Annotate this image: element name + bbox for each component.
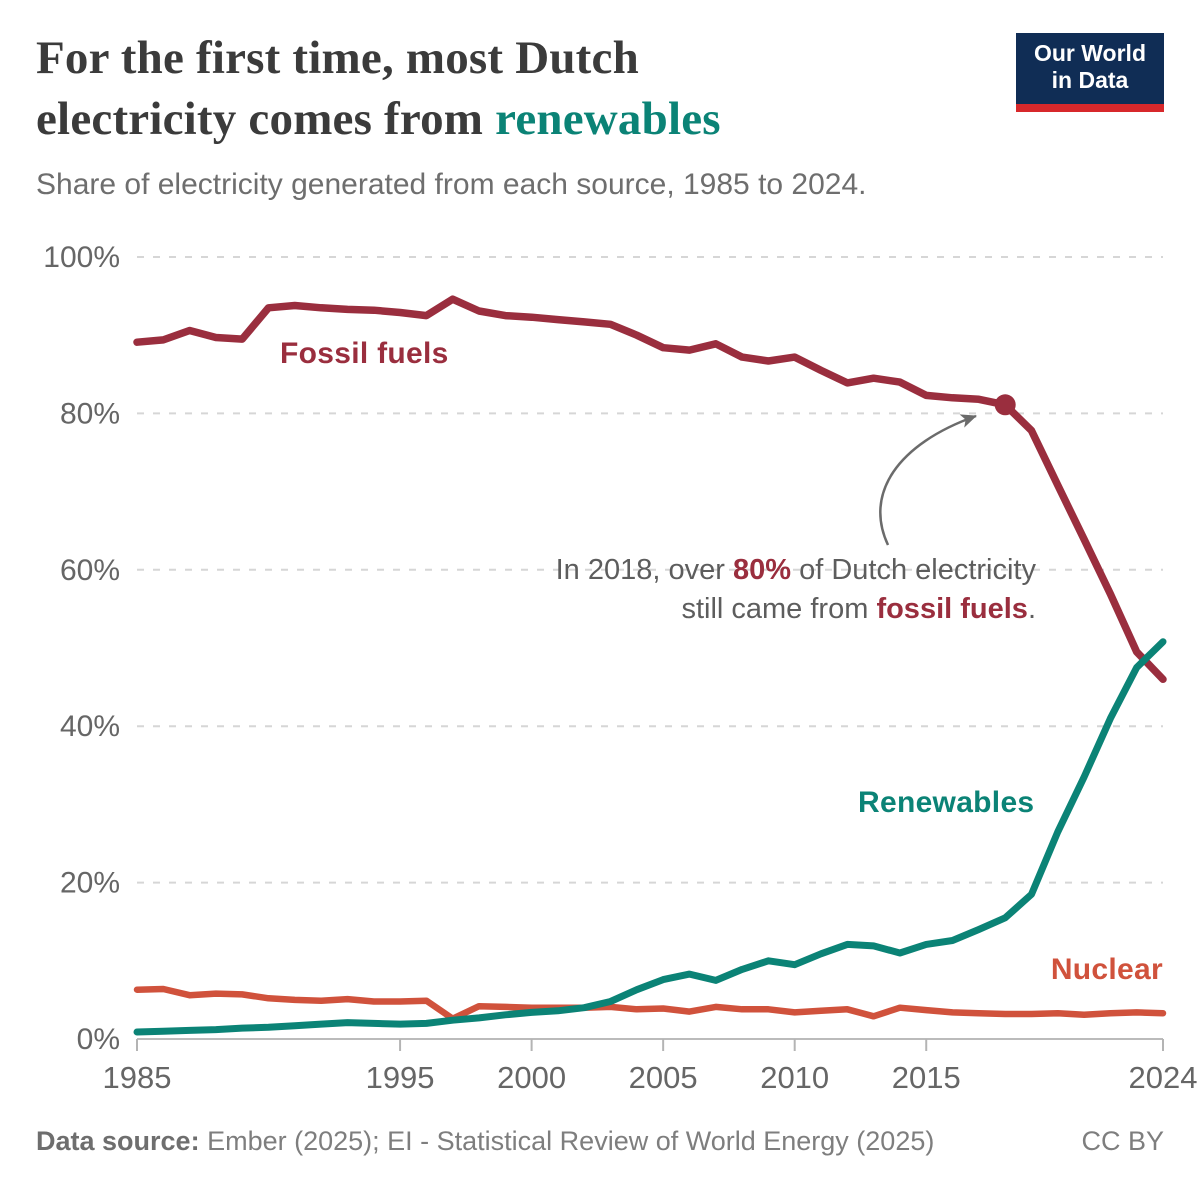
- x-axis-label: 2015: [892, 1060, 961, 1095]
- renewables-line: [133, 638, 1167, 1036]
- annotation-line-2: still came from fossil fuels.: [681, 593, 1036, 625]
- owid-logo-text-line2: in Data: [1051, 67, 1129, 93]
- annotation-dot-2018: [994, 394, 1016, 416]
- fossil-fuels-line: [133, 295, 1167, 684]
- annotation-fossil-fuels: fossil fuels: [876, 593, 1028, 625]
- data-source-note: Data source: Ember (2025); EI - Statisti…: [36, 1126, 935, 1156]
- annotation-line-1: In 2018, over 80% of Dutch electricity: [555, 554, 1036, 586]
- y-axis-label: 60%: [60, 554, 120, 587]
- y-axis-label: 100%: [43, 241, 120, 274]
- x-axis-label: 2010: [760, 1060, 829, 1095]
- cc-by-license-link[interactable]: CC BY: [1081, 1126, 1164, 1156]
- fossil-fuels-label: Fossil fuels: [280, 337, 449, 370]
- title-highlight-renewables: renewables: [495, 93, 721, 145]
- x-axis-label: 1995: [366, 1060, 435, 1095]
- x-axis-label: 2000: [497, 1060, 566, 1095]
- nuclear-label: Nuclear: [1050, 953, 1163, 986]
- y-axis-label: 0%: [77, 1023, 120, 1056]
- chart-footer: Data source: Ember (2025); EI - Statisti…: [36, 1126, 1164, 1157]
- owid-logo[interactable]: Our World in Data: [1016, 33, 1164, 112]
- page-title: For the first time, most Dutch electrici…: [36, 28, 996, 150]
- annotation-2018: In 2018, over 80% of Dutch electricity s…: [556, 551, 1036, 629]
- x-axis-label: 2005: [629, 1060, 698, 1095]
- title-line-2: electricity comes from renewables: [36, 93, 721, 145]
- y-axis-label: 20%: [60, 867, 120, 900]
- owid-logo-text-line1: Our World: [1033, 40, 1146, 66]
- y-axis-label: 80%: [60, 397, 120, 430]
- x-axis-label: 1985: [103, 1060, 172, 1095]
- annotation-arrow: [879, 414, 977, 546]
- renewables-label: Renewables: [858, 786, 1035, 819]
- chart-subtitle: Share of electricity generated from each…: [36, 168, 867, 201]
- annotation-80pct: 80%: [732, 554, 792, 586]
- title-line-1: For the first time, most Dutch: [36, 32, 639, 84]
- x-axis-label: 2024: [1129, 1060, 1198, 1095]
- y-axis-label: 40%: [60, 710, 120, 743]
- chart-plot-area: 0% 20% 40% 60% 80% 100% 1985 1995 2000 2005 2010 20…: [43, 241, 1197, 1095]
- curved-arrow: [879, 414, 977, 546]
- nuclear-line: [133, 985, 1167, 1022]
